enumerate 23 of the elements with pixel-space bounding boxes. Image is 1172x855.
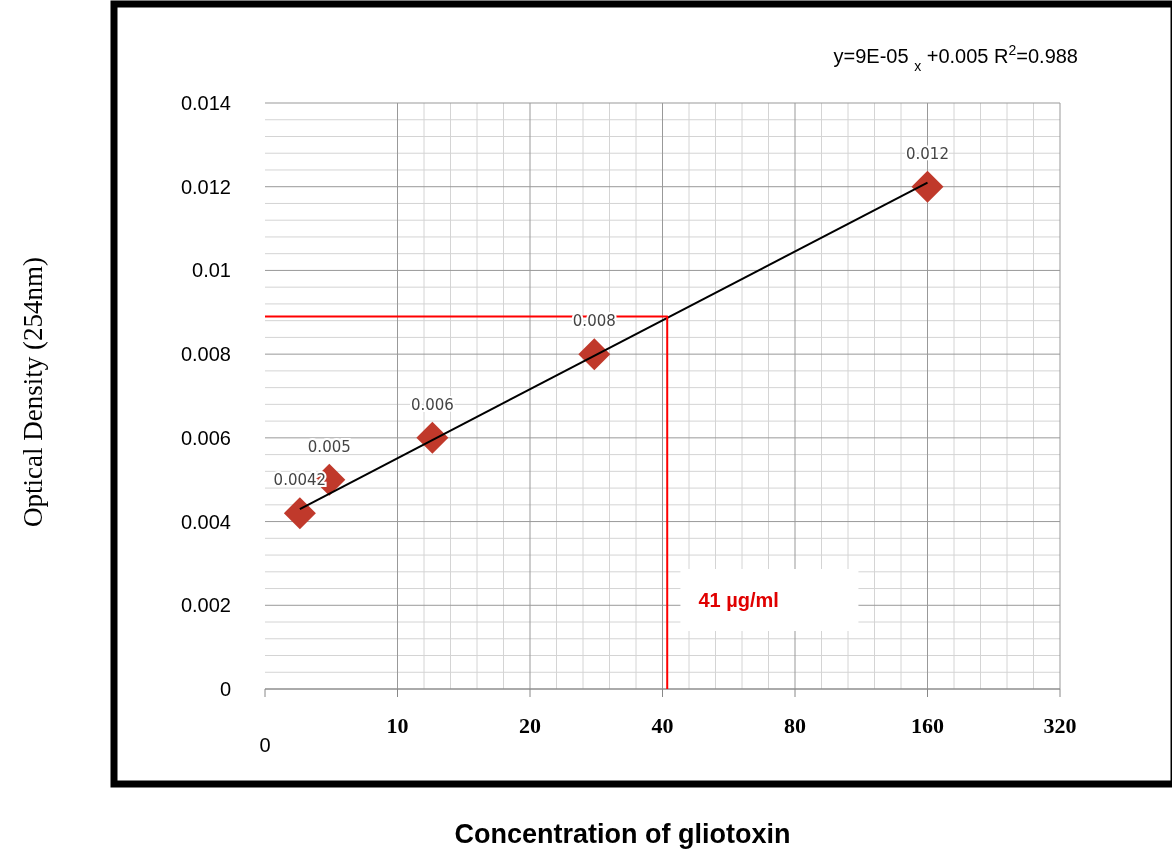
x-tick-label: 40	[651, 713, 674, 738]
y-axis-title: Optical Density (254nm)	[18, 257, 48, 527]
y-tick-label: 0.002	[180, 594, 231, 617]
y-tick-label: 0.006	[180, 426, 231, 449]
x-tick-label: 160	[911, 713, 944, 738]
data-label: 0.012	[906, 144, 949, 163]
data-label: 0.005	[307, 437, 351, 456]
y-tick-label: 0.01	[192, 259, 231, 282]
x-tick-label: 20	[519, 713, 541, 738]
y-tick-label: 0	[219, 678, 231, 700]
y-tick-label: 0.012	[180, 175, 231, 198]
text: y=9E-05 $_{x}$ +0.005 R$^{2}$=0.988	[833, 42, 1078, 74]
y-tick-label: 0.014	[180, 92, 231, 114]
annotation: 41 µg/ml	[698, 589, 779, 611]
data-label: 0.008	[572, 312, 616, 331]
text: 0	[259, 734, 271, 756]
x-tick-label: 10	[386, 713, 409, 738]
x-axis-title: Concentration of gliotoxin	[454, 819, 791, 849]
x-tick-label: 80	[784, 713, 806, 738]
y-tick-label: 0.008	[180, 343, 231, 366]
x-tick-label: 320	[1043, 713, 1077, 738]
data-label: 0.006	[410, 395, 454, 414]
y-tick-label: 0.004	[180, 510, 231, 533]
